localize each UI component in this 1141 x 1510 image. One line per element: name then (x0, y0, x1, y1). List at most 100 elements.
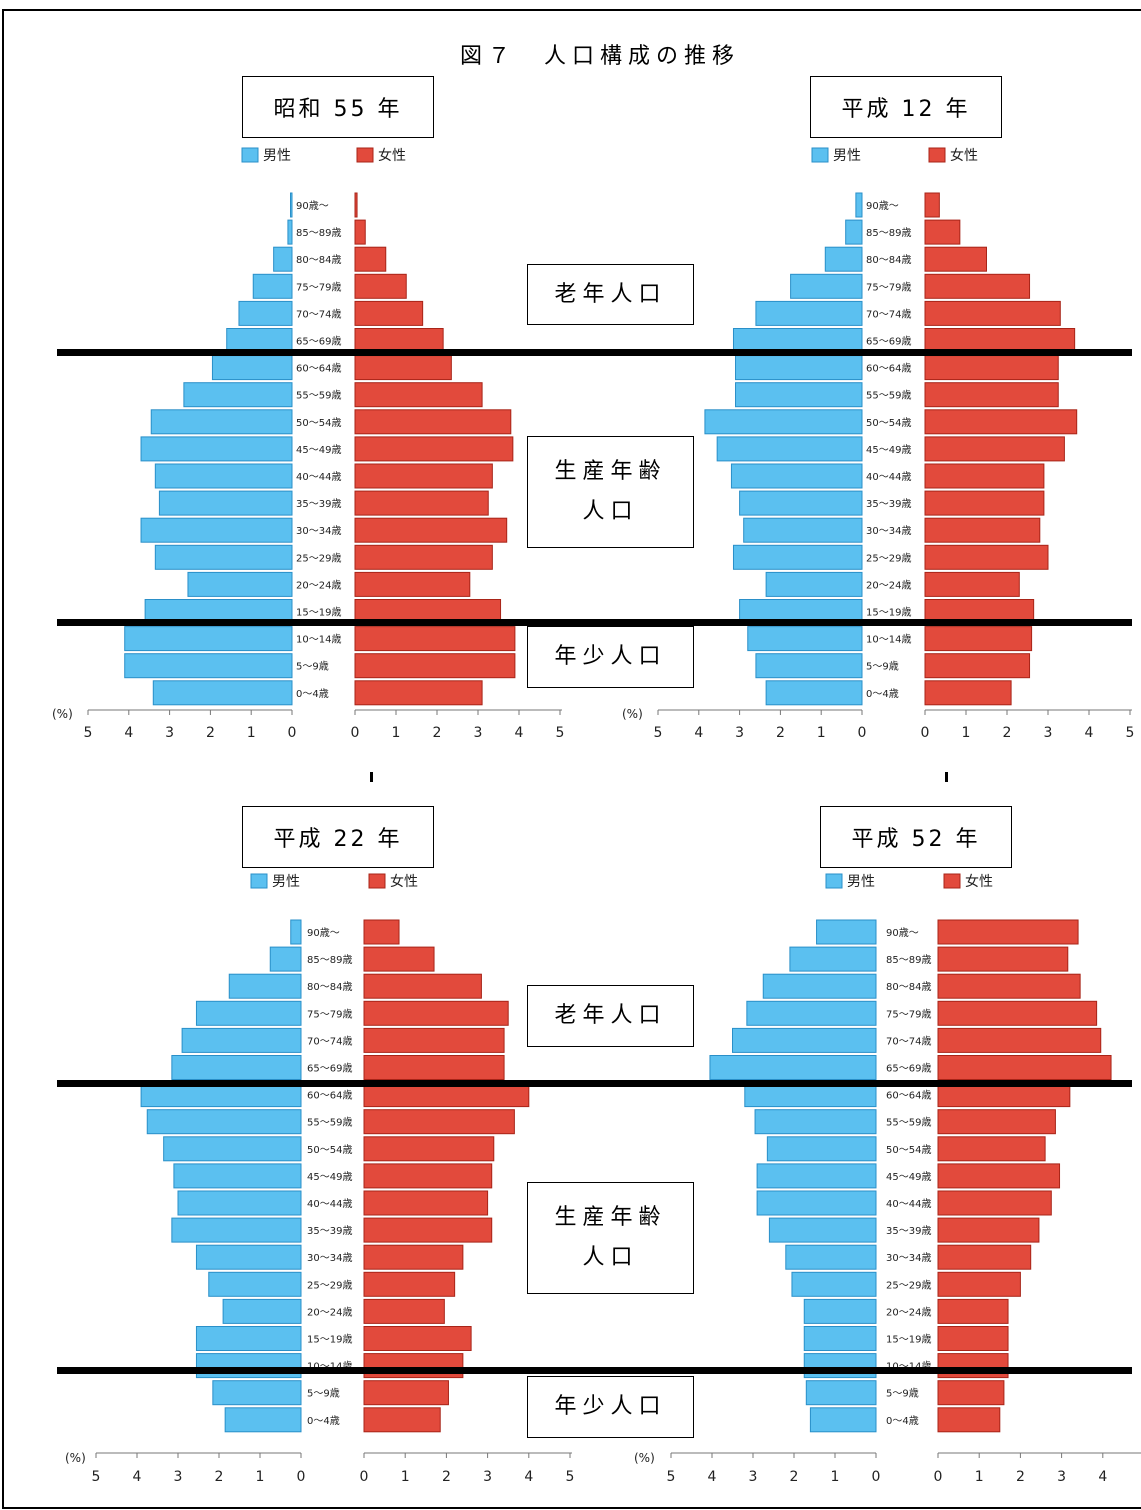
female-bar (363, 1027, 505, 1053)
age-category-label: 60～64歳 (307, 1090, 352, 1102)
male-tick-label: 4 (133, 1469, 142, 1485)
figure-title: 図７ 人口構成の推移 (459, 44, 740, 69)
male-tick-label: 2 (215, 1469, 224, 1485)
female-bar (937, 1136, 1046, 1162)
male-bar (154, 463, 293, 489)
age-category-label: 70～74歳 (296, 308, 341, 320)
age-category-label: 80～84歳 (886, 981, 931, 993)
male-bar (154, 544, 293, 570)
male-bar (803, 1353, 877, 1379)
female-bar (924, 626, 1033, 652)
male-bar (855, 192, 863, 218)
age-category-label: 55～59歳 (296, 390, 341, 402)
female-bar (937, 1298, 1009, 1324)
young-label-text: 年少人口 (554, 1394, 667, 1419)
age-category-label: 55～59歳 (866, 390, 911, 402)
male-bar (805, 1380, 877, 1406)
working-label-top: 生産年齢 人口 (527, 436, 694, 548)
female-bar (363, 1380, 449, 1406)
male-bar (183, 382, 293, 408)
age-category-label: 5～9歳 (866, 661, 899, 673)
male-bar (755, 300, 863, 326)
female-bar (354, 300, 424, 326)
male-bar (290, 192, 293, 218)
working-label-text-2: 人口 (582, 499, 639, 524)
male-bar (790, 273, 863, 299)
female-bar (937, 1217, 1040, 1243)
percent-unit-label: (%) (65, 1451, 86, 1465)
male-bar (762, 973, 877, 999)
female-bar (354, 246, 387, 272)
female-bar (363, 1326, 472, 1351)
divider-elderly-top (57, 349, 1132, 356)
age-category-label: 30～34歳 (307, 1252, 352, 1264)
age-category-label: 80～84歳 (307, 981, 352, 993)
male-bar (228, 973, 302, 999)
age-category-label: 65～69歳 (886, 1063, 931, 1075)
age-category-label: 30～34歳 (296, 525, 341, 537)
male-tick-label: 4 (694, 725, 703, 741)
legend-female-label: 女性 (390, 873, 418, 890)
year-label-h52: 平成 52 年 (851, 827, 981, 852)
female-bar (924, 571, 1020, 597)
male-bar (181, 1027, 302, 1053)
male-bar (803, 1298, 877, 1324)
female-bar (937, 946, 1069, 972)
age-category-label: 75～79歳 (866, 281, 911, 293)
female-tick-label: 4 (515, 725, 524, 741)
female-tick-label: 2 (1003, 725, 1012, 741)
female-bar (937, 1244, 1032, 1270)
male-bar (704, 409, 863, 435)
female-bar (937, 919, 1079, 945)
female-bar (354, 490, 489, 516)
female-bar (363, 1244, 464, 1270)
male-bar (816, 919, 877, 945)
male-tick-label: 1 (831, 1469, 840, 1485)
legend-male-swatch (241, 147, 259, 163)
age-category-label: 85～89歳 (307, 954, 352, 966)
male-bar (208, 1271, 302, 1297)
age-category-label: 85～89歳 (886, 954, 931, 966)
age-category-label: 30～34歳 (866, 525, 911, 537)
male-bar (747, 626, 863, 652)
male-tick-label: 0 (858, 725, 867, 741)
age-category-label: 25～29歳 (296, 552, 341, 564)
male-bar (163, 1136, 302, 1162)
male-bar (226, 328, 293, 353)
male-tick-label: 5 (84, 725, 93, 741)
legend-female-label: 女性 (950, 147, 978, 164)
male-bar (743, 517, 863, 543)
male-bar (756, 1163, 877, 1189)
female-bar (354, 355, 452, 381)
age-category-label: 75～79歳 (307, 1008, 352, 1020)
percent-unit-label: (%) (52, 707, 73, 721)
female-tick-label: 5 (566, 1469, 575, 1485)
age-category-label: 20～24歳 (307, 1306, 352, 1318)
percent-unit-label: (%) (622, 707, 643, 721)
age-category-label: 0～4歳 (296, 688, 329, 700)
age-category-label: 45～49歳 (296, 444, 341, 456)
age-category-label: 5～9歳 (307, 1388, 340, 1400)
female-tick-label: 2 (433, 725, 442, 741)
age-category-label: 80～84歳 (866, 254, 911, 266)
male-bar (785, 1244, 877, 1270)
male-bar (195, 1244, 302, 1270)
divider-young-bottom (57, 1367, 1132, 1374)
male-bar (754, 1109, 877, 1135)
female-bar (937, 1109, 1056, 1135)
male-bar (146, 1109, 302, 1135)
female-bar (354, 517, 508, 543)
female-bar (924, 463, 1045, 489)
age-category-label: 90歳～ (886, 927, 919, 939)
male-bar (789, 946, 877, 972)
age-category-label: 20～24歳 (886, 1306, 931, 1318)
male-bar (269, 946, 302, 972)
male-bar (252, 273, 293, 299)
age-category-label: 5～9歳 (886, 1388, 919, 1400)
female-bar (937, 1271, 1021, 1297)
female-bar (924, 355, 1059, 381)
male-tick-label: 2 (206, 725, 215, 741)
female-tick-label: 0 (351, 725, 360, 741)
female-bar (354, 409, 512, 435)
female-tick-label: 1 (401, 1469, 410, 1485)
